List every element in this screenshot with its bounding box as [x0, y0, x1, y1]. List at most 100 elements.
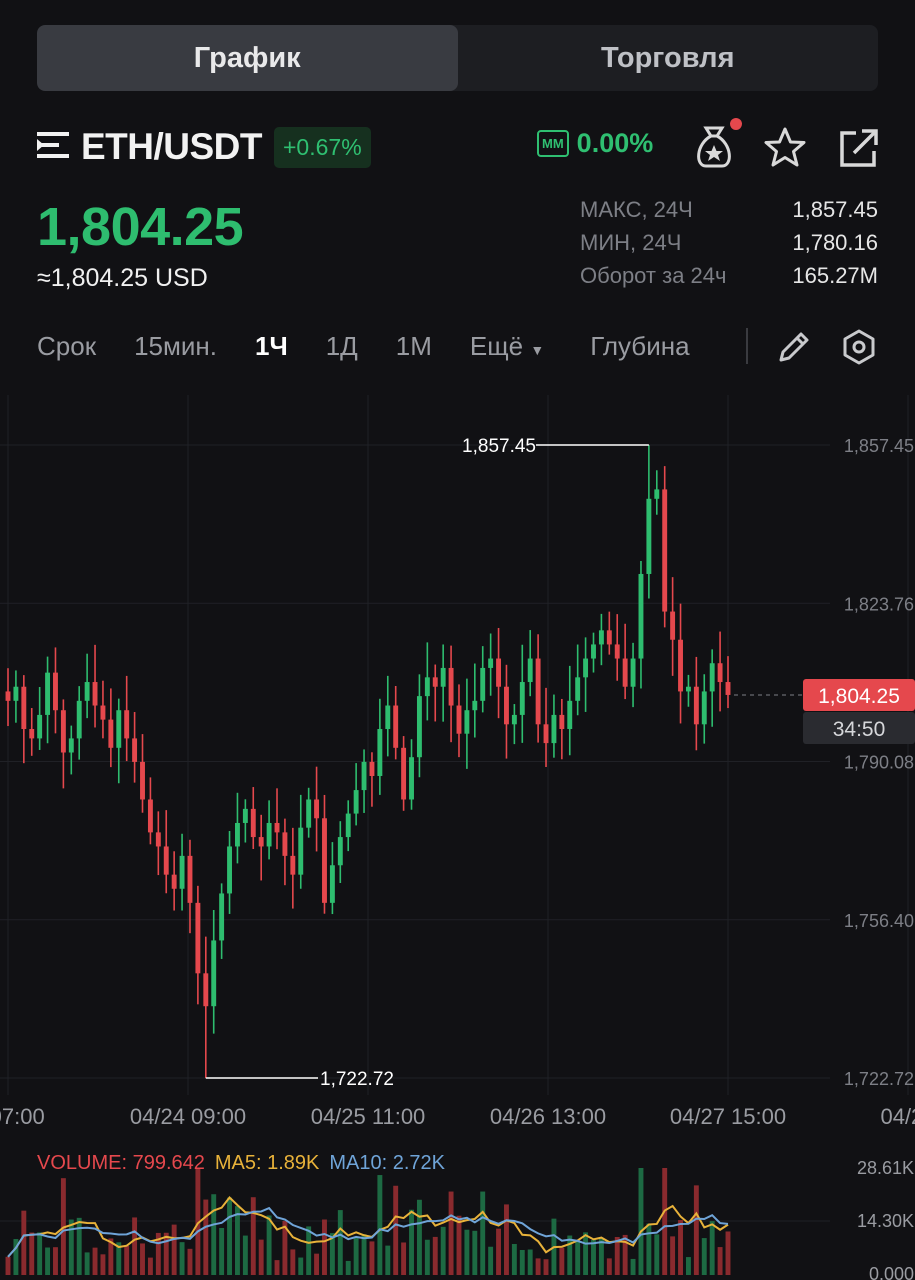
x-tick-label: 3 07:00: [0, 1104, 45, 1129]
volume-bar: [575, 1241, 581, 1275]
candle-body: [527, 658, 533, 683]
volume-bar: [567, 1235, 573, 1275]
candle-body: [559, 714, 565, 730]
tf-1d-button[interactable]: 1Д: [325, 330, 358, 361]
candle-body: [234, 822, 240, 847]
candle-body: [670, 611, 676, 640]
menu-icon[interactable]: [37, 130, 71, 165]
star-icon[interactable]: [762, 126, 808, 175]
candle-body: [511, 714, 517, 725]
candle-body: [678, 639, 683, 692]
usd-price: ≈1,804.25 USD: [37, 264, 208, 292]
candle-body: [124, 710, 130, 739]
stat-row-turnover: Оборот за 24ч 165.27M: [580, 263, 878, 296]
candle-body: [480, 667, 486, 701]
volume-bar: [701, 1238, 707, 1275]
candle-body: [583, 658, 589, 678]
candle-body: [409, 757, 414, 800]
candle-body: [53, 672, 58, 711]
candle-body: [68, 738, 74, 753]
volume-bar: [227, 1197, 232, 1275]
more-label: Ещё: [469, 330, 524, 361]
volume-bar: [385, 1245, 391, 1275]
volume-bar: [203, 1199, 209, 1275]
candle-body: [606, 630, 612, 645]
current-price-label: 1,804.25: [818, 685, 900, 708]
tab-trade[interactable]: Торговля: [600, 41, 735, 74]
favorites-bag-icon[interactable]: [692, 118, 744, 177]
candle-body: [116, 710, 122, 748]
pencil-icon[interactable]: [775, 328, 813, 371]
volume-bar: [187, 1248, 193, 1275]
volume-bar: [337, 1210, 343, 1275]
candlestick-chart[interactable]: 1,857.45 1,823.76 1,790.08 1,756.40 1,722.72…: [0, 395, 915, 1280]
current-price-tag: [803, 678, 915, 711]
volume-bar: [543, 1259, 549, 1275]
volume-bar: [416, 1199, 422, 1275]
volume-bar: [250, 1197, 256, 1275]
candle-body: [353, 790, 359, 814]
volume-bar: [92, 1247, 98, 1275]
volume-bar: [361, 1234, 367, 1275]
candle-body: [638, 573, 644, 659]
share-icon[interactable]: [838, 127, 882, 174]
volume-bar: [646, 1223, 652, 1275]
candle-body: [84, 682, 90, 701]
candle-body: [464, 710, 470, 734]
volume-legend-volume: VOLUME: 799.642: [37, 1152, 205, 1174]
volume-bar: [535, 1258, 541, 1275]
candle-body: [282, 832, 288, 856]
volume-y-tick-label: 14.30K: [857, 1211, 914, 1231]
volume-bar: [5, 1256, 11, 1275]
period-label[interactable]: Срок: [37, 330, 97, 361]
volume-bar: [322, 1219, 327, 1275]
candle-body: [203, 973, 209, 1007]
candle-body: [591, 644, 596, 659]
tf-1h-button[interactable]: 1Ч: [254, 330, 288, 361]
tab-chart[interactable]: График: [37, 25, 458, 91]
candle-body: [195, 902, 201, 974]
stats-24h: МАКС, 24Ч 1,857.45 МИН, 24Ч 1,780.16 Обо…: [580, 197, 878, 296]
candle-body: [369, 761, 375, 776]
candle-body: [274, 822, 280, 833]
stat-label: МАКС, 24Ч: [580, 197, 693, 222]
candle-body: [567, 700, 573, 730]
candle-body: [654, 489, 660, 499]
depth-button[interactable]: Глубина: [590, 330, 690, 361]
timeframe-toolbar: Срок 15мин. 1Ч 1Д 1М Ещё ▼ Глубина: [37, 326, 728, 366]
candle-body: [361, 761, 367, 791]
volume-bar: [527, 1249, 533, 1275]
candle-body: [614, 644, 620, 659]
last-price: 1,804.25: [37, 197, 244, 257]
candle-body: [13, 686, 19, 701]
more-dropdown[interactable]: Ещё ▼: [470, 331, 544, 362]
candle-body: [345, 813, 351, 838]
candle-body: [543, 724, 549, 744]
volume-bar: [678, 1220, 683, 1275]
y-tick-label: 1,756.40: [844, 911, 914, 931]
volume-bar: [266, 1215, 272, 1275]
candle-body: [535, 658, 541, 725]
mm-indicator[interactable]: MM 0.00%: [537, 128, 653, 159]
volume-bar: [401, 1242, 407, 1275]
pair-name[interactable]: ETH/USDT: [81, 126, 263, 167]
candle-body: [456, 705, 462, 734]
volume-bar: [116, 1242, 122, 1275]
volume-bar: [132, 1217, 138, 1275]
candle-body: [709, 663, 715, 692]
candle-body: [377, 729, 383, 776]
settings-icon[interactable]: [840, 328, 878, 371]
candle-body: [37, 714, 43, 739]
candle-body: [290, 855, 296, 875]
candle-body: [155, 832, 161, 847]
volume-bar: [195, 1168, 201, 1275]
candle-body: [147, 799, 153, 833]
candle-body: [646, 498, 652, 574]
volume-legend-ma10: MA10: 2.72K: [329, 1152, 446, 1174]
candle-body: [250, 808, 256, 838]
volume-bar: [274, 1260, 280, 1275]
volume-bar: [393, 1185, 399, 1275]
volume-bar: [155, 1232, 161, 1275]
tf-1m-button[interactable]: 1М: [395, 330, 432, 361]
tf-15m-button[interactable]: 15мин.: [134, 330, 217, 361]
